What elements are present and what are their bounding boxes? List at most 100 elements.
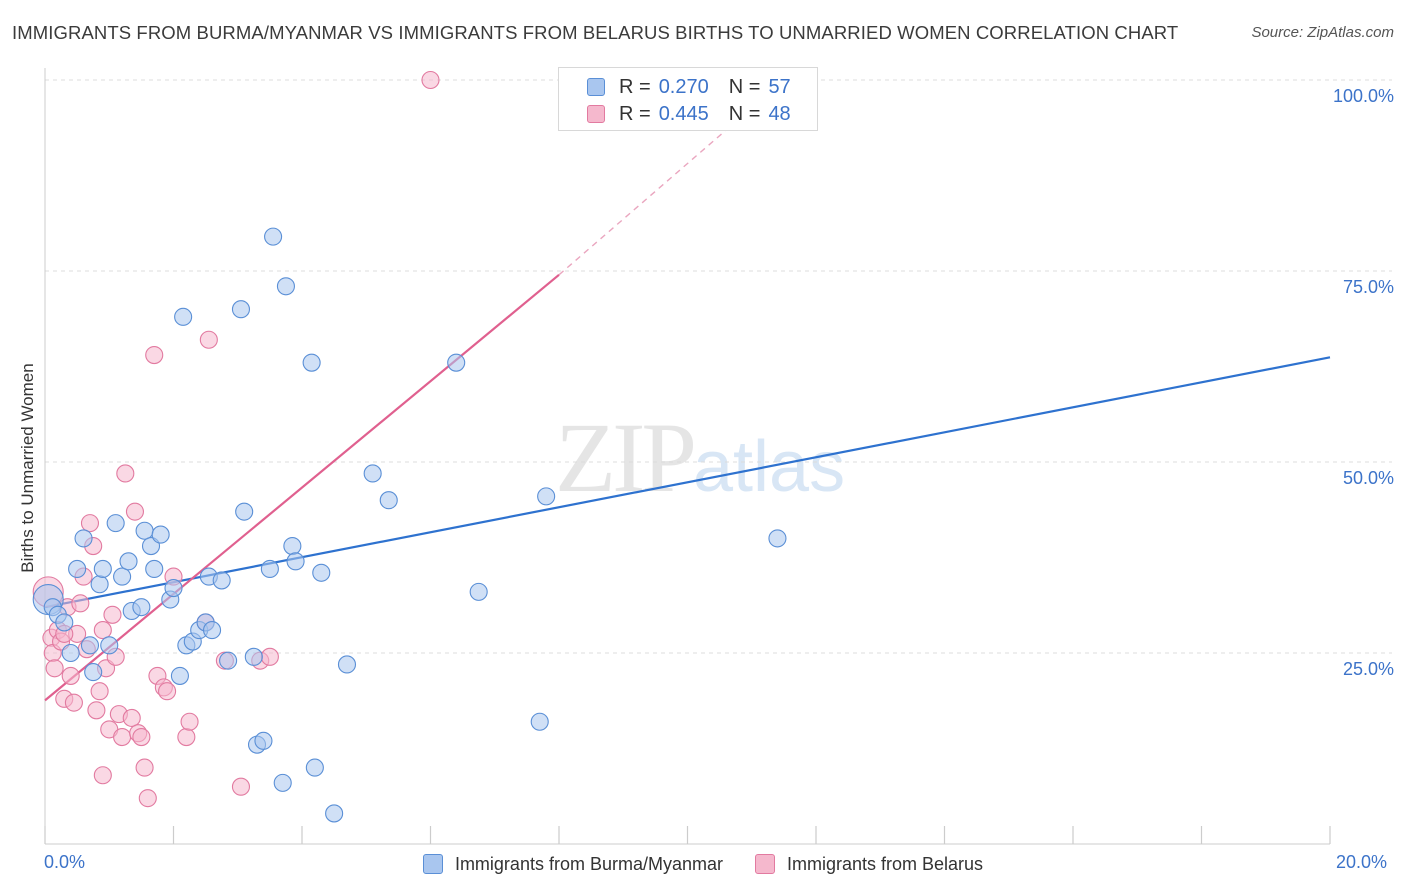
trendline-burma [44, 356, 1331, 609]
belarus-point [103, 605, 122, 624]
burma-point [312, 563, 331, 582]
belarus-point [93, 621, 112, 640]
x-tick-label-min: 0.0% [44, 852, 86, 872]
belarus-point [145, 345, 164, 365]
burma-points [32, 70, 793, 823]
belarus-point [90, 682, 109, 701]
burma-point [537, 487, 556, 506]
legend-r-label: R = [619, 75, 651, 98]
belarus-point [180, 712, 199, 731]
belarus-point [93, 766, 112, 785]
burma-point [264, 227, 283, 246]
burma-point [113, 567, 132, 586]
belarus-point [135, 758, 154, 777]
legend-item-burma[interactable]: Immigrants from Burma/Myanmar [422, 853, 723, 875]
belarus-point [113, 727, 132, 747]
stats-legend: R = 0.270 N = 57 R = 0.445 N = 48 [558, 67, 818, 131]
belarus-points [32, 70, 440, 808]
burma-point [337, 655, 357, 674]
legend-n-label: N = [728, 75, 761, 98]
belarus-point [231, 777, 251, 796]
burma-point [100, 636, 119, 655]
y-tick-label-25: 25.0% [1342, 659, 1394, 679]
burma-point [325, 804, 344, 823]
belarus-point [260, 647, 279, 666]
belarus-point [122, 708, 141, 727]
legend-swatch-burma [587, 78, 605, 96]
burma-point [260, 559, 279, 579]
legend-r-value: 0.445 [658, 102, 709, 125]
gridlines [44, 68, 1392, 845]
legend-n-value: 57 [768, 75, 791, 98]
burma-point [55, 613, 74, 632]
burma-point [447, 353, 466, 372]
belarus-point [116, 464, 135, 483]
burma-point [145, 559, 164, 579]
belarus-point [80, 514, 100, 533]
trend-lines [44, 79, 1331, 702]
burma-point [84, 663, 103, 682]
burma-point [93, 559, 112, 579]
belarus-point [421, 70, 440, 90]
belarus-point [138, 789, 157, 808]
chart-title: IMMIGRANTS FROM BURMA/MYANMAR VS IMMIGRA… [12, 22, 1179, 43]
burma-point [235, 502, 254, 521]
y-tick-label-100: 100.0% [1332, 86, 1394, 106]
burma-point [305, 758, 324, 777]
belarus-point [61, 666, 80, 685]
burma-point [469, 582, 488, 601]
legend-swatch-belarus [755, 854, 775, 874]
burma-point [254, 731, 273, 750]
trendline-belarus [44, 273, 560, 702]
belarus-point [87, 701, 106, 720]
legend-row-burma: R = 0.270 N = 57 [587, 73, 791, 101]
burma-point [106, 514, 125, 533]
legend-n-value: 48 [768, 102, 791, 125]
burma-point [119, 552, 138, 571]
legend-swatch-burma [422, 854, 443, 874]
burma-point [74, 529, 93, 548]
burma-point [286, 552, 305, 571]
burma-point [90, 575, 109, 594]
x-tick-label-max: 20.0% [1336, 852, 1388, 872]
series-legend: Immigrants from Burma/Myanmar Immigrants… [0, 851, 1406, 877]
legend-n-label: N = [728, 102, 761, 125]
burma-point [363, 464, 382, 483]
burma-point [302, 353, 321, 372]
legend-label-burma: Immigrants from Burma/Myanmar [454, 853, 723, 874]
legend-r-value: 0.270 [658, 75, 709, 98]
belarus-point [45, 659, 64, 678]
burma-point [61, 643, 80, 663]
burma-point [151, 525, 170, 544]
burma-point [379, 491, 398, 510]
burma-point [203, 621, 222, 640]
y-tick-label-75: 75.0% [1342, 277, 1394, 297]
x-ticks [44, 826, 1331, 844]
burma-point [231, 300, 251, 319]
burma-point [170, 666, 189, 685]
burma-point [174, 307, 193, 326]
burma-point [68, 559, 87, 579]
legend-row-belarus: R = 0.445 N = 48 [587, 100, 791, 128]
belarus-point [71, 594, 90, 613]
burma-point [530, 712, 549, 731]
burma-point [80, 636, 100, 655]
legend-item-belarus[interactable]: Immigrants from Belarus [755, 854, 983, 875]
burma-point [768, 529, 787, 548]
burma-point [276, 277, 295, 296]
burma-point [212, 571, 231, 590]
belarus-point [64, 693, 83, 712]
source-label: Source: ZipAtlas.com [1251, 24, 1394, 41]
burma-point [164, 579, 183, 598]
burma-point [273, 773, 292, 792]
legend-swatch-belarus [587, 105, 605, 123]
legend-label-belarus: Immigrants from Belarus [787, 853, 984, 874]
y-tick-label-50: 50.0% [1342, 468, 1394, 488]
burma-point [135, 521, 154, 540]
burma-point [283, 536, 302, 556]
belarus-point [158, 682, 177, 701]
belarus-point [125, 502, 144, 521]
belarus-point [132, 727, 151, 747]
belarus-point [177, 727, 196, 747]
